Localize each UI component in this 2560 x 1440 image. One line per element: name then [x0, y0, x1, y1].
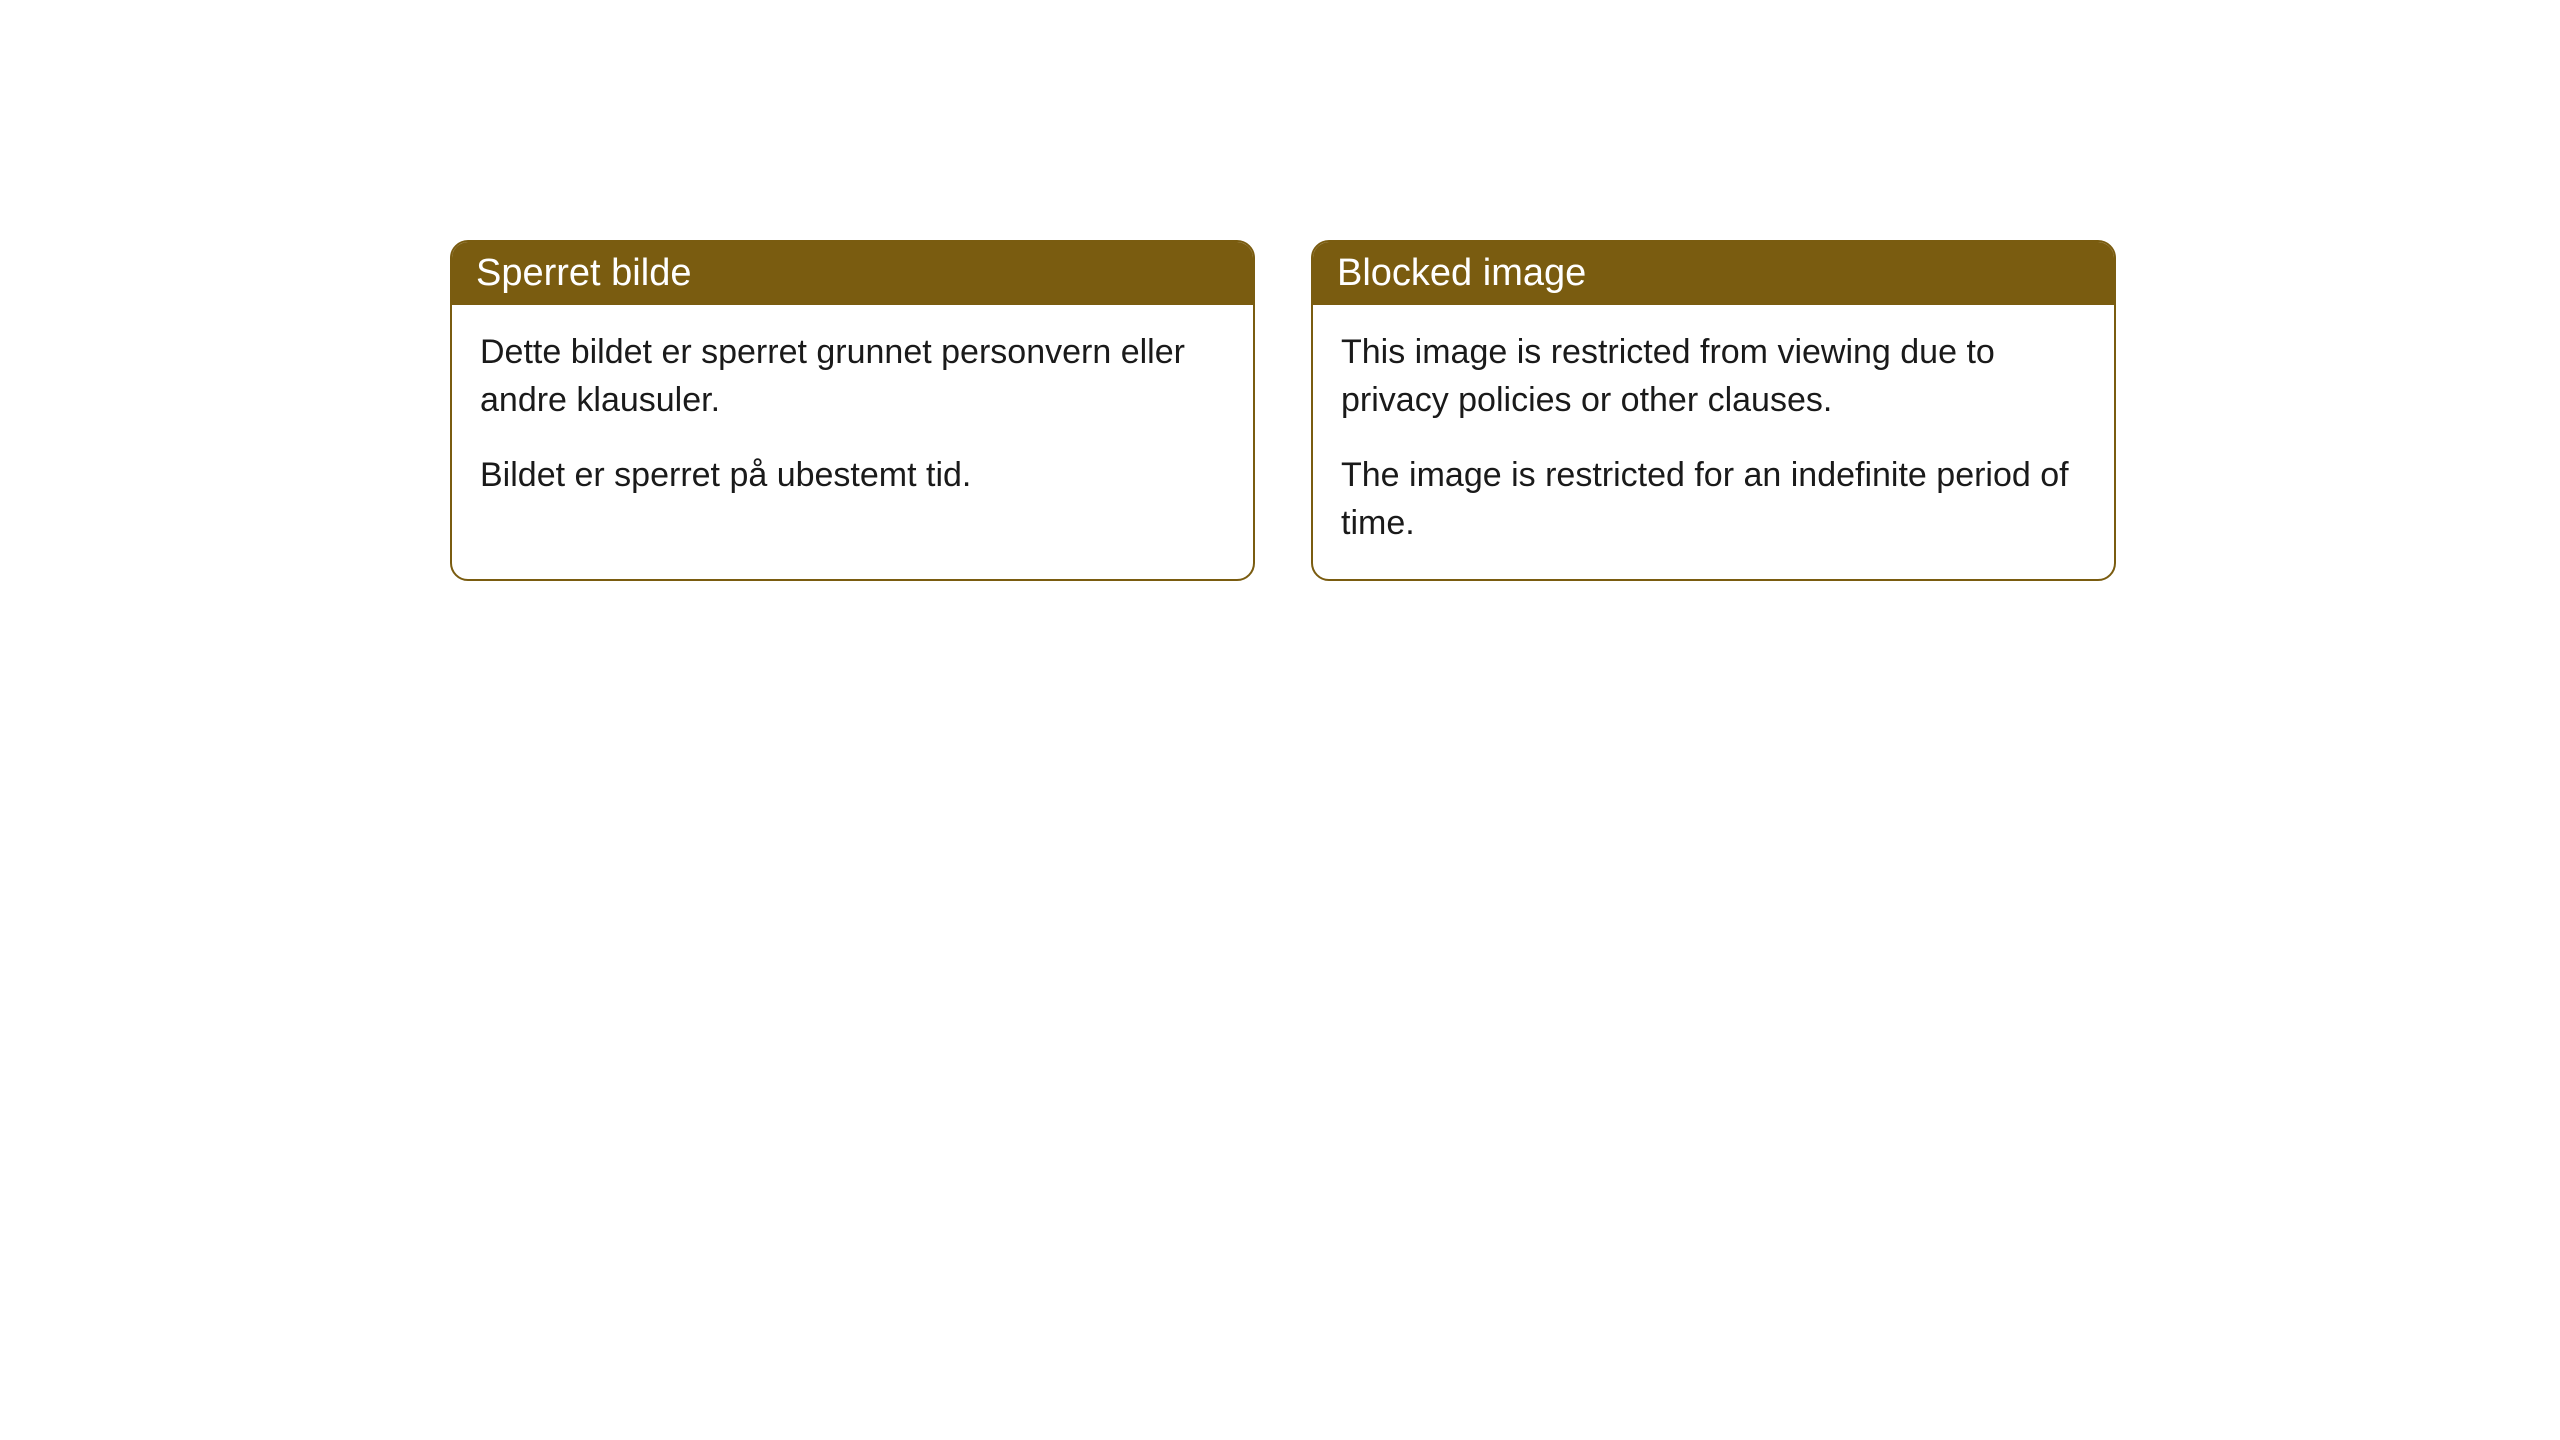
- card-paragraph-en-1: This image is restricted from viewing du…: [1341, 329, 2086, 424]
- card-body-en: This image is restricted from viewing du…: [1313, 305, 2114, 579]
- blocked-image-card-en: Blocked image This image is restricted f…: [1311, 240, 2116, 581]
- blocked-image-card-no: Sperret bilde Dette bildet er sperret gr…: [450, 240, 1255, 581]
- card-title-en: Blocked image: [1337, 252, 1586, 294]
- card-title-no: Sperret bilde: [476, 252, 691, 294]
- cards-container: Sperret bilde Dette bildet er sperret gr…: [450, 240, 2116, 581]
- card-paragraph-en-2: The image is restricted for an indefinit…: [1341, 452, 2086, 547]
- card-body-no: Dette bildet er sperret grunnet personve…: [452, 305, 1253, 532]
- card-paragraph-no-2: Bildet er sperret på ubestemt tid.: [480, 452, 1225, 500]
- card-paragraph-no-1: Dette bildet er sperret grunnet personve…: [480, 329, 1225, 424]
- card-header-en: Blocked image: [1313, 242, 2114, 305]
- card-header-no: Sperret bilde: [452, 242, 1253, 305]
